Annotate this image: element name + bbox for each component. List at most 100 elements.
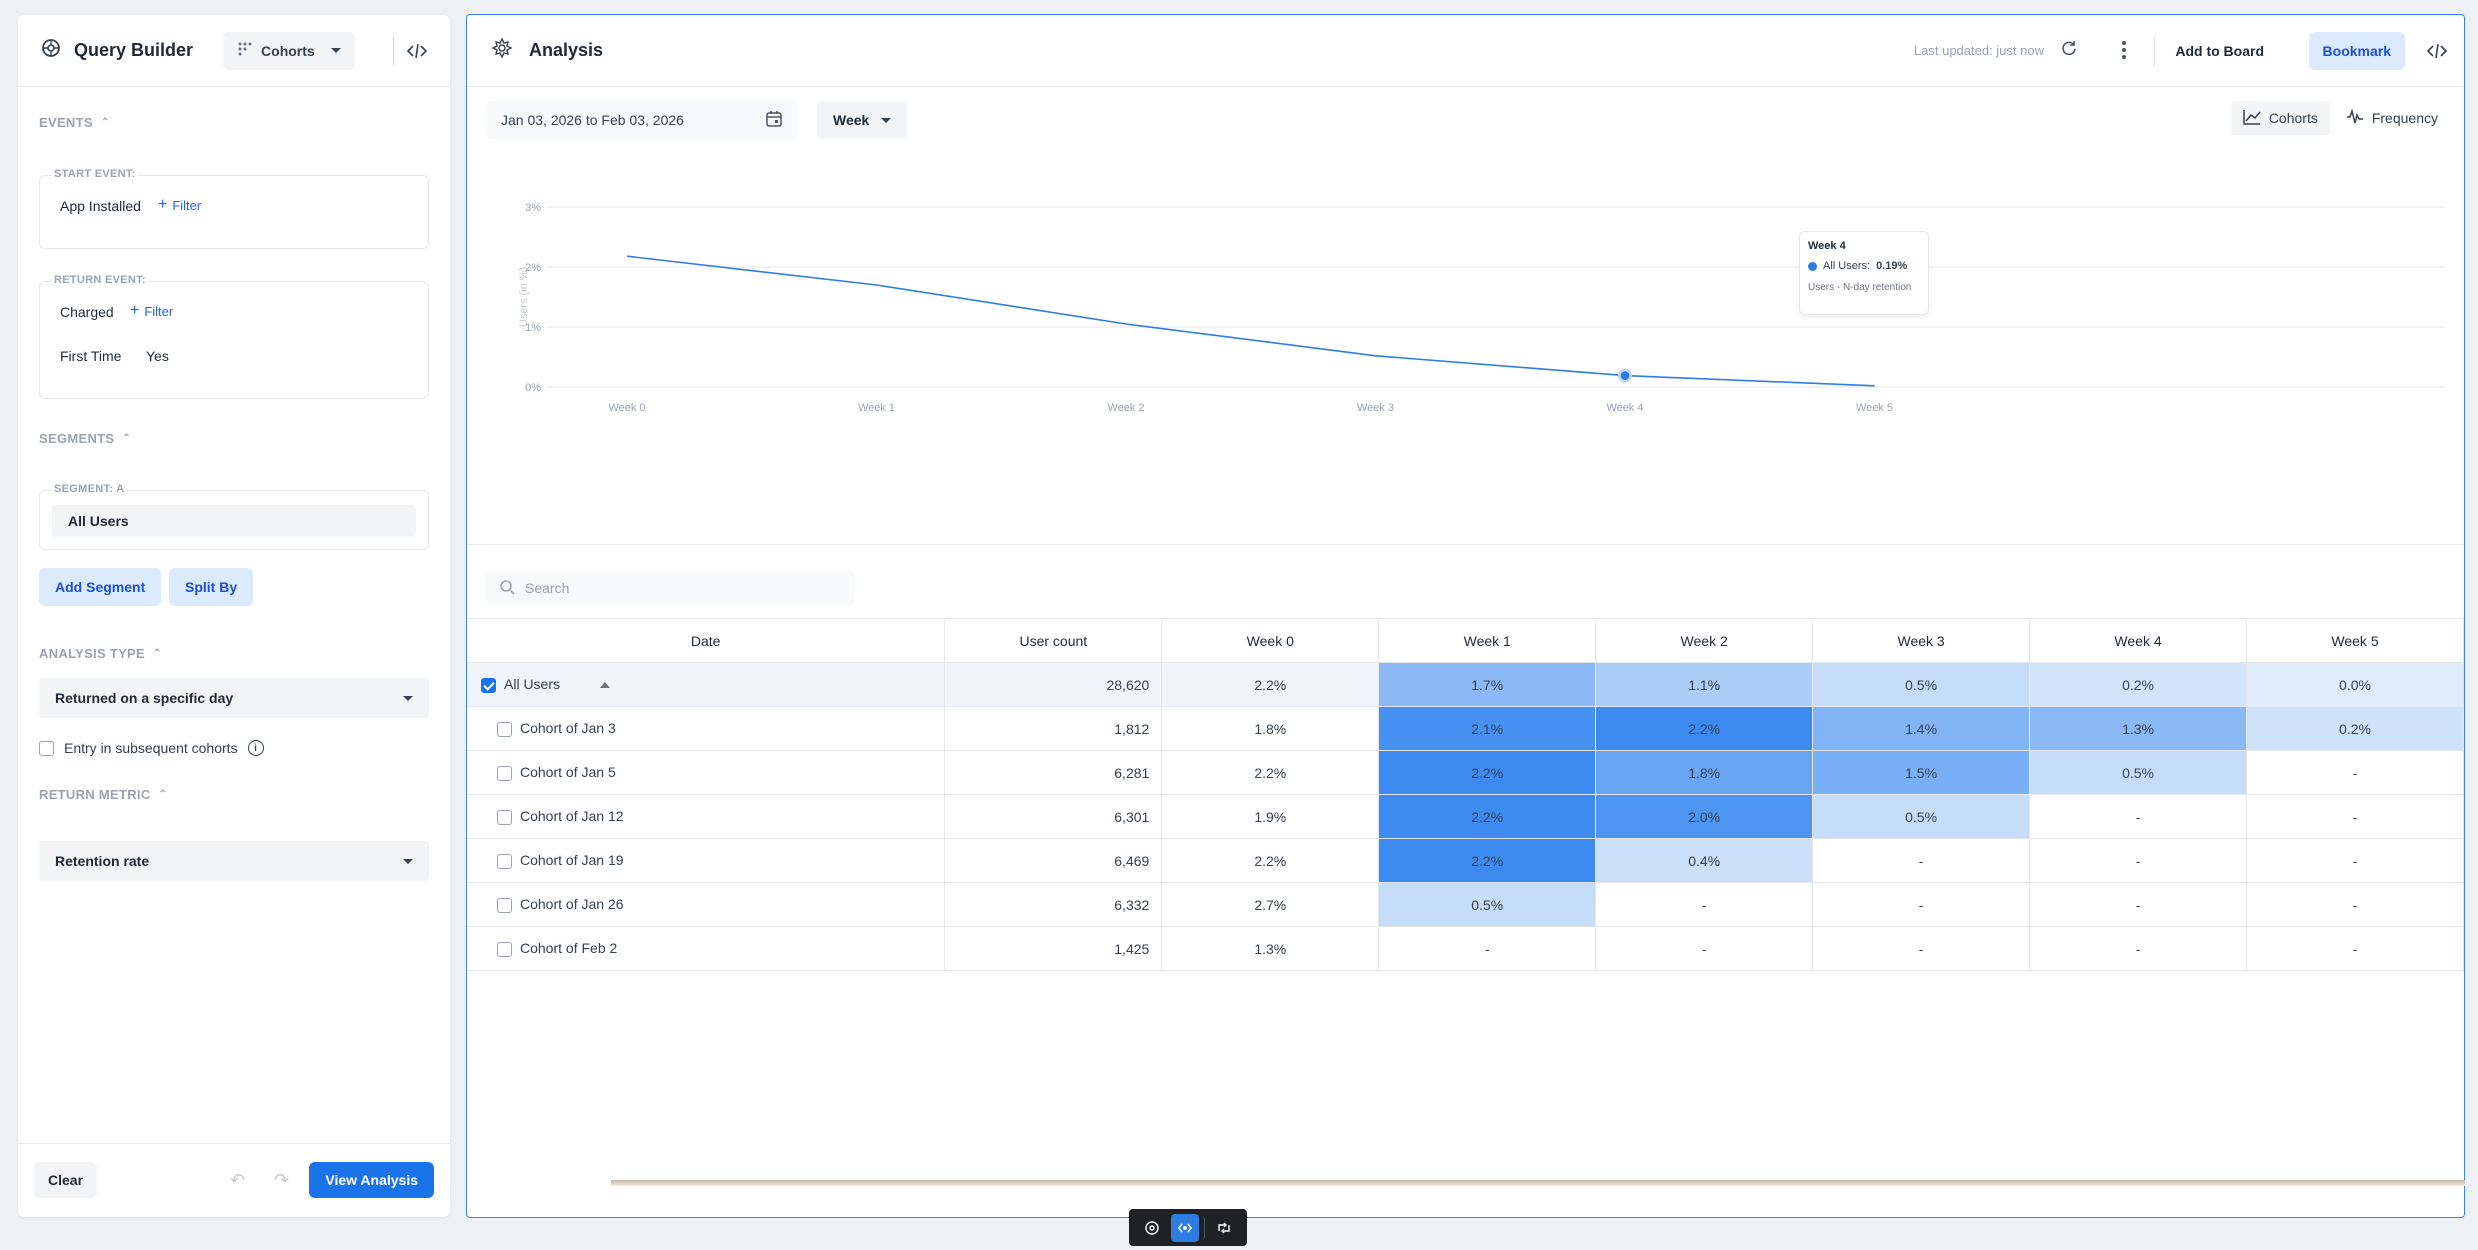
entry-subsequent-cohorts-checkbox[interactable]: [39, 740, 54, 756]
retention-cell: 1.4%: [1812, 706, 2031, 751]
date-cell: All Users: [467, 662, 946, 707]
row-checkbox[interactable]: [497, 765, 512, 781]
table-header-row: Date User count Week 0 Week 1 Week 2 Week 3 We…: [467, 618, 2464, 663]
row-checkbox[interactable]: [497, 853, 512, 869]
code-toggle-icon[interactable]: [2426, 41, 2448, 66]
code-toggle-icon[interactable]: [406, 41, 428, 66]
return-event-property-chip[interactable]: First Time: [50, 342, 132, 370]
retention-cell: 1.3%: [2029, 706, 2247, 751]
mode-select[interactable]: Cohorts: [223, 31, 355, 70]
view-toggle: Cohorts Frequency: [2230, 101, 2450, 135]
user-count-cell: 6,301: [944, 794, 1163, 839]
toolbar-settings-button[interactable]: [1138, 1214, 1166, 1242]
column-header[interactable]: User count: [944, 618, 1163, 663]
view-analysis-button[interactable]: View Analysis: [309, 1162, 434, 1198]
column-header[interactable]: Week 0: [1161, 618, 1380, 663]
redo-icon[interactable]: ↷: [274, 1170, 290, 1190]
segment-a-value[interactable]: All Users: [52, 505, 416, 537]
row-checkbox[interactable]: [481, 677, 496, 693]
table-row[interactable]: Cohort of Jan 3 1,812 1.8% 2.1% 2.2% 1.4% 1.3%…: [467, 706, 2464, 751]
retention-cell: 2.2%: [1378, 750, 1597, 795]
search-icon: [499, 579, 515, 598]
query-builder-panel: Query Builder Cohorts EVENTS ⌃ START EVE…: [18, 15, 450, 1217]
last-updated-text: Last updated: just now: [1913, 43, 2044, 58]
retention-chart: 0% 1% 2% 3% Users (in %) Week 0 Week 1 Week 2 We…: [467, 165, 2464, 545]
add-segment-button[interactable]: Add Segment: [39, 568, 162, 606]
collapse-caret-icon[interactable]: [600, 682, 611, 689]
return-event-chip[interactable]: Charged: [50, 298, 124, 326]
y-axis-label: Users (in %): [518, 267, 530, 328]
table-row[interactable]: Cohort of Jan 5 6,281 2.2% 2.2% 1.8% 1.5% 0.5%…: [467, 750, 2464, 795]
start-event-filter-button[interactable]: + Filter: [158, 197, 201, 213]
table-group-row[interactable]: All Users 28,620 2.2% 1.7% 1.1% 0.5% 0.2% 0.0%: [467, 662, 2464, 707]
retention-cell: 1.9%: [1161, 794, 1380, 839]
segments-section-toggle[interactable]: SEGMENTS ⌃: [39, 431, 131, 446]
row-checkbox[interactable]: [497, 809, 512, 825]
header-divider: [393, 37, 394, 65]
series-dot: [1808, 261, 1817, 271]
analysis-type-value: Returned on a specific day: [55, 690, 234, 706]
return-metric-section-toggle[interactable]: RETURN METRIC ⌃: [39, 787, 167, 802]
retention-cell: -: [1812, 882, 2031, 927]
row-label: All Users: [504, 676, 561, 693]
date-range-picker[interactable]: Jan 03, 2026 to Feb 03, 2026: [487, 101, 797, 139]
granularity-select[interactable]: Week: [817, 101, 908, 139]
bookmark-button[interactable]: Bookmark: [2308, 32, 2405, 70]
column-header[interactable]: Week 3: [1812, 618, 2031, 663]
info-icon[interactable]: i: [247, 740, 264, 756]
retention-cell: 0.0%: [2246, 662, 2464, 707]
retention-cell: 2.1%: [1378, 706, 1597, 751]
view-frequency-button[interactable]: Frequency: [2334, 101, 2450, 135]
column-header[interactable]: Week 4: [2029, 618, 2247, 663]
start-event-chip[interactable]: App Installed: [50, 192, 151, 220]
table-search-input[interactable]: Search: [485, 571, 855, 605]
events-section-toggle[interactable]: EVENTS ⌃: [39, 115, 110, 130]
return-event-property-value-chip[interactable]: Yes: [136, 342, 179, 370]
user-count-cell: 6,332: [944, 882, 1163, 927]
toolbar-analysis-button[interactable]: [1170, 1213, 1199, 1242]
retention-cell: -: [2246, 794, 2464, 839]
header-divider: [2154, 35, 2155, 67]
more-options-icon[interactable]: [2114, 39, 2134, 66]
return-metric-select[interactable]: Retention rate: [39, 841, 429, 881]
undo-icon[interactable]: ↶: [230, 1170, 246, 1190]
table-row[interactable]: Cohort of Jan 26 6,332 2.7% 0.5% - - - -: [467, 882, 2464, 927]
toolbar-divider: [1204, 1217, 1206, 1238]
retention-cell: -: [1812, 838, 2031, 883]
retention-cell: 1.8%: [1161, 706, 1380, 751]
tooltip-title: Week 4: [1808, 240, 1846, 252]
view-cohorts-button[interactable]: Cohorts: [2230, 101, 2330, 135]
analysis-panel: Analysis Last updated: just now Add to B…: [466, 14, 2465, 1218]
y-tick-label: 2%: [525, 262, 541, 274]
analysis-type-select[interactable]: Returned on a specific day: [39, 678, 429, 718]
column-header[interactable]: Week 5: [2246, 618, 2464, 663]
refresh-icon[interactable]: [2059, 39, 2079, 64]
pulse-icon: [2346, 107, 2364, 128]
table-row[interactable]: Cohort of Feb 2 1,425 1.3% - - - - -: [467, 926, 2464, 971]
clear-button[interactable]: Clear: [34, 1162, 98, 1198]
retention-cell: -: [2029, 926, 2247, 971]
column-header[interactable]: Week 2: [1595, 618, 1814, 663]
date-cell: Cohort of Jan 5: [467, 750, 946, 795]
retention-cell: 2.2%: [1595, 706, 1814, 751]
user-count-cell: 1,425: [944, 926, 1163, 971]
column-header[interactable]: Week 1: [1378, 618, 1597, 663]
table-row[interactable]: Cohort of Jan 12 6,301 1.9% 2.2% 2.0% 0.5% - -: [467, 794, 2464, 839]
table-row[interactable]: Cohort of Jan 19 6,469 2.2% 2.2% 0.4% - - -: [467, 838, 2464, 883]
tooltip-row: All Users: 0.19%: [1808, 260, 1920, 272]
toolbar-swap-button[interactable]: [1210, 1214, 1238, 1242]
row-checkbox[interactable]: [497, 941, 512, 957]
row-label: Cohort of Jan 19: [520, 852, 624, 869]
split-by-button[interactable]: Split By: [169, 568, 254, 606]
retention-chart-svg: 0% 1% 2% 3% Users (in %) Week 0 Week 1 Week 2 We…: [518, 202, 2445, 414]
row-checkbox[interactable]: [497, 897, 512, 913]
row-checkbox[interactable]: [497, 721, 512, 737]
analysis-type-section-toggle[interactable]: ANALYSIS TYPE ⌃: [39, 646, 162, 661]
return-event-filter-button[interactable]: + Filter: [130, 303, 173, 319]
tooltip-series: All Users:: [1823, 260, 1871, 272]
query-builder-footer: Clear ↶ ↷ View Analysis: [18, 1143, 450, 1217]
filter-label: Filter: [172, 197, 202, 213]
column-header[interactable]: Date: [467, 618, 946, 663]
add-to-board-button[interactable]: Add to Board: [2175, 43, 2264, 59]
chevron-up-icon: ⌃: [153, 648, 162, 659]
